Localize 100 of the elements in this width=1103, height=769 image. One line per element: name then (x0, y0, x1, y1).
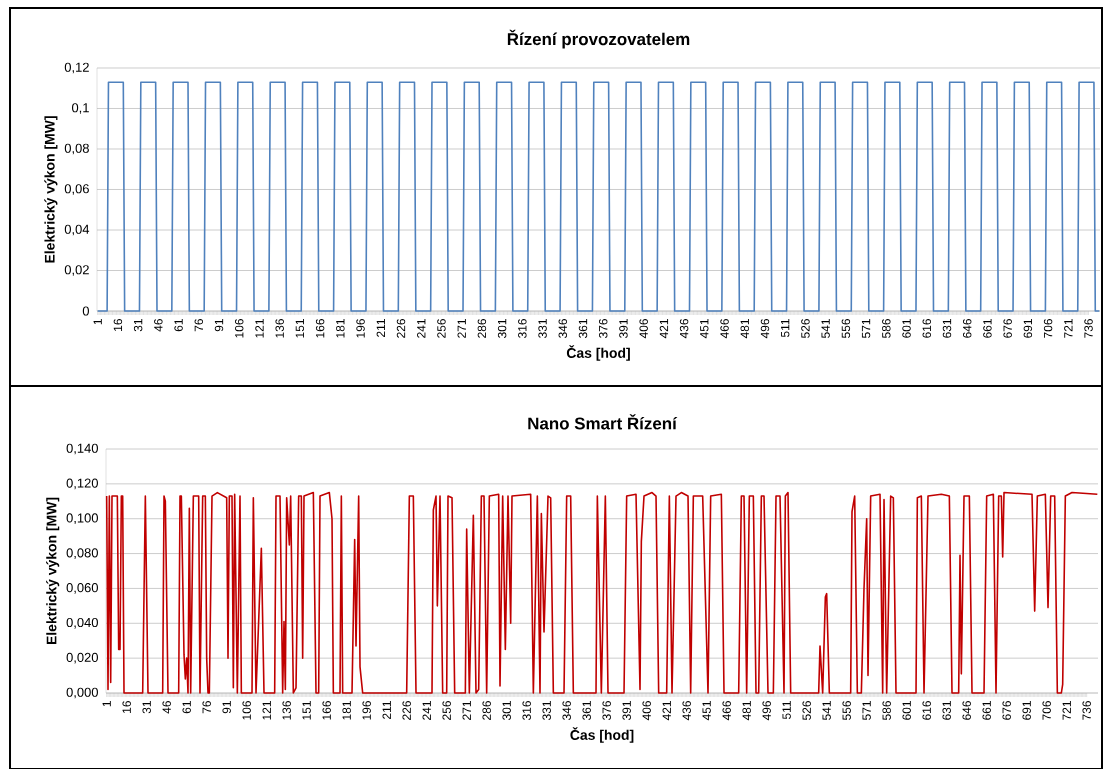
x-tick-label: 166 (315, 319, 325, 338)
x-tick-label: 526 (802, 701, 811, 720)
x-tick-label: 226 (396, 319, 406, 338)
x-tick-label: 106 (235, 319, 244, 338)
x-tick-label: 286 (477, 319, 487, 338)
x-tick-label: 196 (362, 701, 371, 720)
x-tick-label: 286 (482, 701, 491, 720)
x-tick-label: 391 (619, 319, 628, 339)
x-tick-label: 616 (922, 701, 931, 720)
x-tick-label: 76 (202, 701, 211, 714)
x-tick-label: 31 (133, 319, 143, 332)
x-tick-label: 736 (1084, 319, 1093, 338)
x-tick-label: 616 (922, 319, 931, 338)
y-tick-label: 0,020 (66, 652, 98, 664)
x-tick-label: 256 (442, 701, 451, 720)
x-tick-label: 451 (700, 319, 709, 339)
x-tick-label: 151 (295, 319, 305, 338)
x-tick-label: 511 (781, 319, 790, 338)
x-tick-label: 541 (821, 319, 830, 338)
x-tick-label: 586 (882, 701, 891, 720)
y-tick-label: 0,06 (64, 184, 89, 195)
x-tick-label: 46 (154, 319, 163, 332)
x-tick-label: 391 (622, 701, 631, 721)
x-tick-label: 331 (538, 319, 547, 339)
x-tick-label: 436 (679, 319, 689, 339)
x-tick-label: 166 (322, 701, 331, 720)
x-tick-label: 346 (558, 319, 567, 339)
x-tick-label: 676 (1003, 319, 1012, 338)
x-tick-label: 646 (962, 701, 971, 720)
x-tick-label: 91 (214, 319, 224, 332)
x-tick-label: 31 (142, 701, 151, 714)
y-tick-label: 0,120 (66, 478, 98, 490)
x-axis-title: Čas [hod] (566, 345, 630, 361)
x-tick-label: 376 (598, 319, 608, 339)
x-tick-label: 436 (682, 701, 691, 721)
x-tick-label: 376 (602, 701, 611, 721)
x-tick-label: 61 (174, 319, 183, 332)
x-tick-label: 196 (356, 319, 365, 338)
x-tick-label: 601 (902, 701, 911, 720)
y-tick-label: 0,04 (64, 224, 90, 236)
x-tick-label: 241 (417, 319, 426, 338)
x-tick-label: 61 (182, 701, 191, 714)
x-tick-label: 1 (93, 319, 102, 325)
y-tick-label: 0,140 (66, 443, 98, 455)
x-tick-label: 496 (760, 319, 770, 339)
x-tick-label: 46 (162, 701, 171, 714)
x-tick-label: 691 (1023, 319, 1033, 338)
x-tick-label: 571 (861, 319, 871, 338)
x-tick-label: 241 (422, 701, 431, 720)
x-axis-title: Čas [hod] (570, 727, 634, 743)
x-tick-label: 526 (801, 319, 810, 338)
x-tick-label: 181 (336, 319, 345, 338)
x-tick-label: 586 (882, 319, 891, 338)
x-tick-label: 16 (122, 701, 131, 713)
x-tick-label: 106 (242, 701, 251, 720)
x-tick-label: 301 (497, 319, 507, 339)
x-tick-label: 571 (862, 701, 871, 720)
x-tick-label: 16 (113, 319, 123, 331)
x-tick-label: 316 (522, 701, 531, 721)
x-tick-label: 361 (578, 319, 588, 339)
x-tick-label: 556 (841, 319, 851, 338)
x-tick-label: 556 (842, 701, 851, 720)
x-tick-label: 736 (1082, 701, 1091, 720)
x-tick-label: 316 (518, 319, 527, 339)
x-tick-label: 76 (194, 319, 204, 332)
x-tick-label: 226 (402, 701, 411, 720)
y-tick-label: 0,000 (66, 687, 98, 699)
y-tick-label: 0,08 (64, 143, 89, 155)
x-tick-label: 691 (1022, 701, 1031, 720)
x-tick-label: 181 (342, 701, 351, 720)
x-tick-label: 541 (822, 701, 831, 720)
x-tick-label: 661 (982, 701, 991, 720)
x-tick-label: 601 (902, 319, 911, 338)
x-tick-label: 481 (740, 319, 749, 339)
x-tick-label: 721 (1062, 701, 1071, 720)
x-tick-label: 136 (282, 701, 291, 720)
x-tick-label: 121 (262, 701, 271, 720)
y-tick-label: 0,02 (64, 265, 89, 276)
y-tick-label: 0,060 (66, 583, 98, 594)
x-tick-label: 646 (962, 319, 972, 338)
x-tick-label: 631 (942, 319, 952, 338)
x-tick-label: 256 (437, 319, 446, 338)
x-tick-label: 136 (275, 319, 284, 338)
x-tick-label: 421 (662, 701, 671, 721)
x-tick-label: 451 (702, 701, 711, 721)
x-tick-label: 661 (983, 319, 992, 338)
chart-title: Nano Smart Řízení (528, 414, 678, 430)
y-tick-label: 0,080 (66, 548, 98, 559)
x-tick-label: 91 (222, 701, 231, 714)
x-tick-label: 406 (642, 701, 651, 721)
x-tick-label: 301 (502, 701, 511, 721)
x-tick-label: 151 (302, 701, 311, 720)
chart-title: Řízení provozovatelem (507, 29, 690, 49)
x-tick-label: 271 (462, 701, 471, 720)
y-tick-label: 0 (82, 306, 89, 316)
x-tick-label: 466 (722, 701, 731, 721)
x-tick-label: 211 (376, 319, 385, 337)
x-tick-label: 406 (639, 319, 648, 339)
x-tick-label: 346 (562, 701, 571, 721)
x-tick-label: 496 (762, 701, 771, 721)
